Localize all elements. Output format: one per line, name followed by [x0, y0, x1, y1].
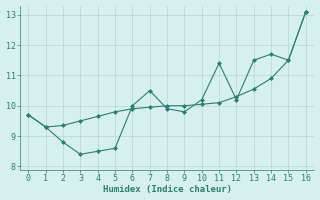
X-axis label: Humidex (Indice chaleur): Humidex (Indice chaleur)	[103, 185, 232, 194]
